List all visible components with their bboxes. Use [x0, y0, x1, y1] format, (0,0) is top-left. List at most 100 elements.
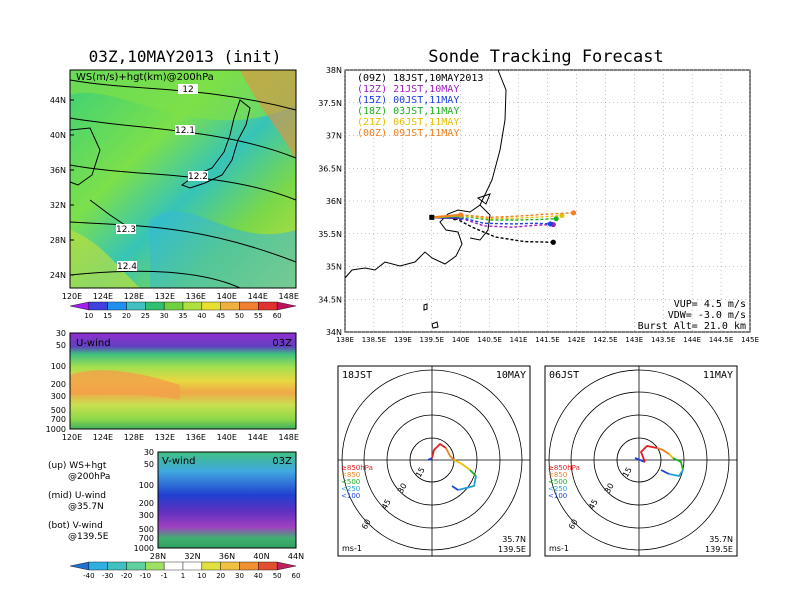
note-line: @139.5E: [68, 532, 109, 542]
ring-label: 30: [396, 482, 409, 495]
u-pressure-tick-label: 300: [51, 392, 66, 401]
hodograph-lon: 139.5E: [705, 545, 733, 554]
colorbar-label: 55: [254, 312, 263, 320]
colorbar-swatch: [276, 301, 297, 311]
u-pressure-tick-label: 30: [56, 329, 66, 338]
ring-label: 45: [380, 498, 393, 511]
hodograph-trace: [634, 457, 646, 463]
v-lat-tick-label: 40N: [253, 552, 269, 561]
colorbar-swatch: [201, 301, 221, 311]
colorbar-label: 40: [197, 312, 206, 320]
v-wind-time: 03Z: [272, 456, 292, 467]
level-legend: ≥850hPa: [341, 464, 373, 472]
ring-label: 45: [587, 498, 600, 511]
coastline: [469, 204, 491, 241]
v-pressure-tick-label: 30: [144, 448, 154, 457]
contour-label-box: [175, 125, 195, 135]
colorbar-swatch: [126, 561, 146, 571]
map-lon-tick-label: 140E: [217, 292, 237, 301]
hodograph-trace: [672, 457, 684, 471]
colorbar-label: 60: [273, 312, 282, 320]
colorbar-label: -10: [140, 572, 151, 580]
height-contour: [69, 221, 297, 263]
hodograph-trace: [445, 447, 455, 461]
colorbar-label: 10: [84, 312, 93, 320]
v-pressure-tick-label: 50: [144, 460, 154, 469]
wind-speed-patch: [240, 70, 296, 160]
contour-label-box: [178, 84, 198, 94]
hodograph-lat: 35.7N: [502, 535, 526, 544]
colorbar-label: 50: [235, 312, 244, 320]
colorbar-swatch: [182, 301, 203, 311]
u-lon-tick-label: 148E: [279, 433, 299, 442]
map-lon-tick-label: 132E: [155, 292, 175, 301]
map-frame: [69, 69, 297, 289]
height-contour: [69, 270, 241, 289]
track-lon-tick-label: 139E: [394, 336, 412, 344]
colorbar-swatch: [69, 561, 90, 571]
colorbar-swatch: [163, 301, 184, 311]
hodograph-trace: [469, 469, 477, 477]
track-lon-tick-label: 140E: [452, 336, 470, 344]
v-pressure-tick-label: 700: [139, 534, 154, 543]
track-lon-tick-label: 139.5E: [420, 336, 444, 344]
hodograph-time: 18JST: [342, 370, 372, 381]
colorbar-swatch: [220, 561, 240, 571]
track-lon-tick-label: 138.5E: [362, 336, 386, 344]
colorbar-swatch: [258, 561, 278, 571]
coastline: [69, 127, 101, 186]
track-descent: [460, 215, 557, 221]
track-lon-tick-label: 138E: [336, 336, 354, 344]
track-lat-tick-label: 36.5N: [318, 164, 342, 173]
map-lat-tick-label: 36N: [50, 166, 66, 175]
v-lat-tick-label: 44N: [288, 552, 304, 561]
colorbar-swatch: [107, 301, 127, 311]
u-pressure-tick-label: 200: [51, 380, 66, 389]
note-line: @35.7N: [68, 502, 104, 512]
hodograph-trace: [451, 485, 459, 491]
level-legend: <250: [341, 485, 360, 493]
colorbar-label: 20: [216, 572, 225, 580]
level-legend: <250: [548, 485, 567, 493]
u-lon-tick-label: 144E: [248, 433, 268, 442]
colorbar-swatch: [239, 561, 259, 571]
right-panel-title: Sonde Tracking Forecast: [428, 47, 663, 67]
colorbar-swatch: [107, 561, 127, 571]
wind-speed-map: 12 12.1 12.2 12.3 12.4 WS(m/s)+hgt(km)@200hP…: [50, 69, 299, 320]
colorbar-swatch: [182, 561, 203, 571]
u-lon-tick-label: 132E: [155, 433, 175, 442]
colorbar-swatch: [88, 561, 108, 571]
track-descent: [460, 217, 554, 228]
contour-label-box: [188, 171, 208, 181]
colorbar-swatch: [88, 301, 108, 311]
hodograph-trace: [668, 453, 674, 459]
note-line: (up) WS+hgt: [48, 461, 107, 471]
panel-notes: (up) WS+hgt@200hPa (mid) U-wind@35.7N (bot…: [48, 461, 110, 542]
hodograph-frame: [337, 365, 531, 557]
colorbar-label: 10: [197, 572, 206, 580]
map-lat-tick-label: 28N: [50, 236, 66, 245]
colorbar-swatch: [276, 561, 297, 571]
track-lat-tick-label: 35N: [326, 263, 342, 272]
coastline: [344, 69, 507, 279]
track-lon-tick-label: 143E: [625, 336, 643, 344]
level-legend: <850: [548, 471, 567, 479]
track-lon-tick-label: 145E: [741, 336, 759, 344]
colorbar-swatch: [145, 561, 165, 571]
u-wind-frame: [69, 332, 297, 430]
colorbar-label: 50: [273, 572, 282, 580]
coastline: [89, 199, 126, 226]
hodograph-lon: 139.5E: [498, 545, 526, 554]
u-wind-label: U-wind: [76, 338, 111, 349]
legend-entry: (09Z) 18JST,10MAY2013: [357, 73, 483, 84]
contour-label-box: [116, 224, 136, 234]
tracking-panel: (09Z) 18JST,10MAY2013(12Z) 21JST,10MAY(1…: [318, 66, 759, 344]
descent-rate: VDW= -3.0 m/s: [668, 310, 746, 321]
track-lon-tick-label: 140.5E: [477, 336, 501, 344]
colorbar-swatch: [220, 301, 240, 311]
legend-entry: (00Z) 09JST,11MAY: [357, 128, 459, 139]
colorbar-label: 60: [292, 572, 301, 580]
u-pressure-tick-label: 1000: [46, 425, 66, 434]
